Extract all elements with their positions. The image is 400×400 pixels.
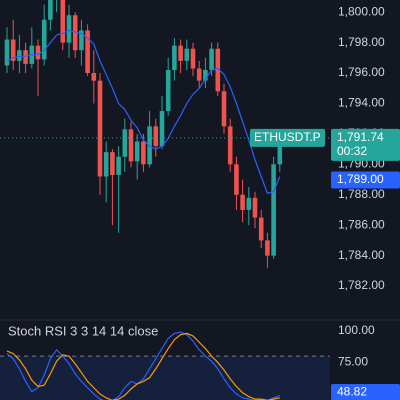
- candle-body: [277, 137, 283, 165]
- countdown-label: 00:32: [337, 144, 367, 158]
- candle-body: [10, 39, 16, 61]
- candle-body: [91, 73, 97, 81]
- candle-body: [184, 48, 190, 61]
- candle-body: [134, 141, 140, 162]
- candle-body: [271, 164, 276, 256]
- candle-body: [159, 111, 165, 147]
- candle-body: [227, 126, 233, 165]
- candle-body: [196, 68, 202, 81]
- candle-body: [165, 69, 171, 112]
- candle-body: [41, 19, 47, 60]
- y-tick-label: 1,798.00: [338, 35, 385, 49]
- y-tick-label: 100.00: [338, 323, 375, 337]
- last-price-label: 1,791.74: [337, 130, 384, 144]
- y-tick-label: 1,800.00: [338, 4, 385, 18]
- y-tick-label: 1,784.00: [338, 248, 385, 262]
- candle-body: [203, 69, 208, 81]
- moving-average: [6, 29, 281, 194]
- candle-body: [23, 50, 28, 64]
- candle-body: [60, 0, 66, 43]
- indicator-title: Stoch RSI 3 3 14 14 close: [8, 323, 158, 338]
- y-tick-label: 1,782.00: [338, 278, 385, 292]
- candle-body: [97, 80, 103, 177]
- candle-body: [141, 141, 146, 165]
- candle-body: [128, 129, 134, 162]
- candle-body: [240, 194, 245, 210]
- value-label: 48.82: [337, 385, 367, 399]
- candle-body: [246, 197, 252, 210]
- candle-body: [258, 217, 264, 241]
- candle-body: [4, 39, 10, 66]
- candle-body: [234, 164, 239, 195]
- y-tick-label: 1,788.00: [338, 187, 385, 201]
- candle-body: [209, 48, 214, 70]
- candle-body: [110, 152, 115, 175]
- symbol-label: ETHUSDT.P: [254, 130, 321, 144]
- candle-body: [172, 45, 177, 70]
- candle-body: [17, 50, 22, 61]
- price-pane: [0, 0, 330, 268]
- indicator-line: [6, 332, 280, 400]
- candle-body: [103, 152, 109, 177]
- candle-body: [48, 0, 53, 20]
- candle-body: [116, 156, 121, 175]
- candle-body: [85, 30, 90, 74]
- candle-body: [252, 197, 258, 218]
- candle-body: [215, 48, 221, 92]
- symbol-tag: [250, 128, 325, 147]
- y-tick-label: 1,794.00: [338, 96, 385, 110]
- candle-body: [122, 129, 128, 157]
- candle-body: [79, 30, 84, 51]
- last-price-box: [331, 128, 400, 161]
- candle-body: [66, 15, 72, 43]
- crosshair-price-box: [331, 171, 400, 189]
- value-label-box: [331, 384, 400, 400]
- y-tick-label: 1,796.00: [338, 65, 385, 79]
- candle-body: [35, 45, 41, 60]
- candle-body: [72, 15, 78, 51]
- candle-body: [190, 48, 196, 69]
- candle-body: [153, 126, 159, 147]
- candle-body: [178, 45, 183, 61]
- candle-body: [265, 240, 270, 256]
- candle-body: [221, 91, 227, 127]
- indicator-pane: [0, 331, 330, 400]
- y-tick-label: 1,786.00: [338, 217, 385, 231]
- indicator-line: [6, 331, 281, 400]
- y-tick-label: 75.00: [338, 355, 368, 369]
- crosshair-price-label: 1,789.00: [337, 172, 384, 186]
